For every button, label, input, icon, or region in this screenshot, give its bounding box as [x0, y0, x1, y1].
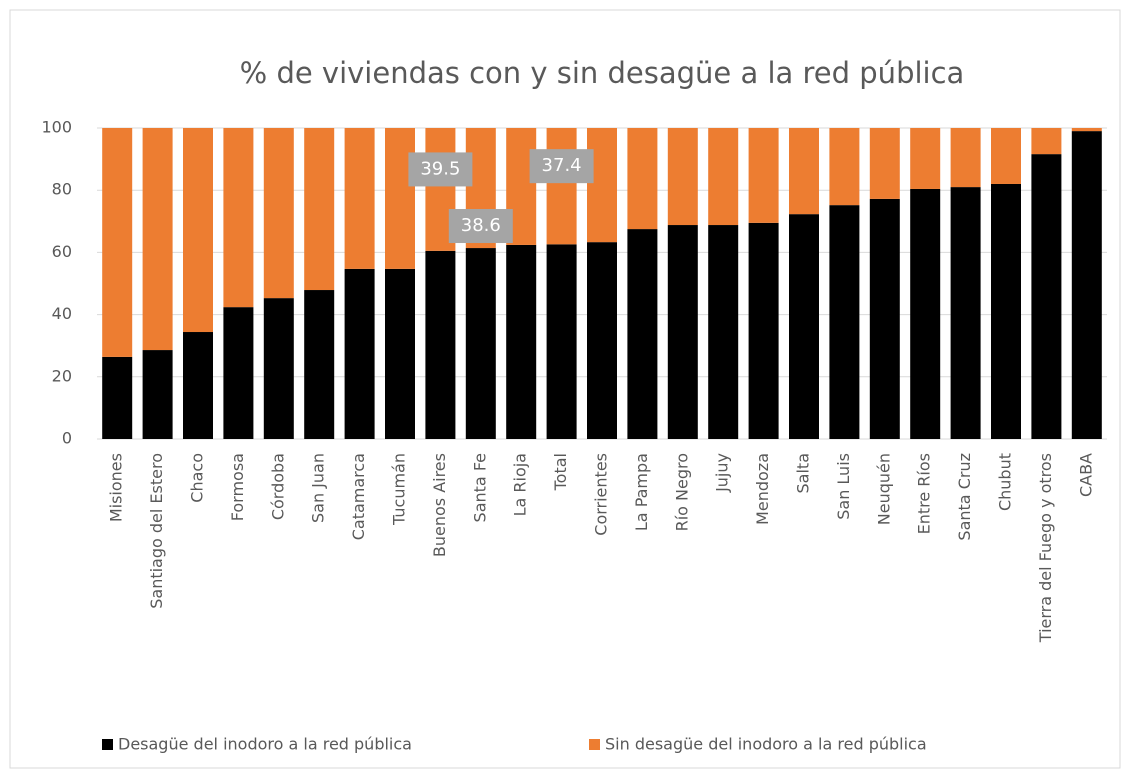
bar-segment: [910, 128, 941, 189]
bar-segment: [910, 188, 941, 439]
bar-segment: [304, 128, 335, 291]
bar-segment: [1071, 131, 1102, 440]
y-tick-label: 100: [41, 118, 72, 137]
bar-segment: [223, 307, 254, 439]
bar-segment: [627, 229, 658, 439]
x-tick-label: Entre Ríos: [915, 453, 934, 534]
bar-segment: [1031, 128, 1062, 155]
bar-segment: [748, 128, 779, 223]
x-tick-label: Jujuy: [713, 453, 732, 493]
bar-segment: [506, 244, 537, 439]
legend-swatch: [589, 739, 600, 750]
x-tick-label: La Rioja: [511, 453, 530, 516]
bar-segment: [304, 290, 335, 439]
bar-segment: [587, 242, 617, 439]
bar-segment: [263, 298, 294, 439]
bar-segment: [385, 128, 415, 269]
bar-segment: [667, 225, 698, 439]
x-tick-label: Salta: [794, 453, 813, 493]
bar-segment: [142, 128, 173, 351]
bar-segment: [869, 198, 900, 439]
bar-segment: [344, 128, 375, 269]
x-tick-label: La Pampa: [632, 453, 651, 531]
bar-segment: [789, 214, 819, 439]
x-tick-label: CABA: [1076, 453, 1095, 497]
data-label: 39.5: [420, 158, 460, 179]
bar-segment: [991, 183, 1021, 439]
x-tick-label: Tucumán: [390, 453, 409, 526]
bar-segment: [223, 128, 254, 308]
data-label-box: [529, 149, 594, 184]
y-tick-label: 80: [52, 180, 72, 199]
x-tick-label: San Luis: [834, 453, 853, 520]
x-tick-label: Misiones: [107, 453, 126, 522]
bar-segment: [869, 128, 900, 199]
x-tick-label: Total: [551, 453, 570, 491]
bar-segment: [263, 128, 294, 299]
legend-swatch: [102, 739, 113, 750]
bar-segment: [344, 268, 375, 439]
bar-segment: [546, 244, 577, 439]
bar-segment: [385, 268, 415, 439]
x-tick-label: Tierra del Fuego y otros: [1036, 453, 1055, 643]
bar-segment: [708, 128, 739, 226]
x-tick-label: Santa Fe: [470, 453, 489, 522]
bar-segment: [829, 128, 860, 206]
x-tick-label: Neuquén: [874, 453, 893, 525]
data-label: 38.6: [461, 215, 501, 236]
y-tick-label: 0: [62, 429, 72, 448]
bar-segment: [627, 128, 658, 230]
data-label-box: [408, 152, 473, 187]
x-tick-label: Corrientes: [592, 453, 611, 536]
bar-segment: [102, 356, 133, 439]
y-tick-label: 20: [52, 366, 72, 385]
x-tick-label: Chaco: [188, 453, 207, 503]
bar-segment: [1031, 154, 1062, 439]
bar-segment: [991, 128, 1021, 184]
bar-segment: [425, 250, 456, 439]
data-label-box: [448, 209, 513, 244]
bar-segment: [142, 350, 173, 439]
legend-label: Sin desagüe del inodoro a la red pública: [605, 735, 927, 754]
x-tick-label: Mendoza: [753, 453, 772, 525]
bar-segment: [546, 128, 577, 245]
legend-label: Desagüe del inodoro a la red pública: [118, 735, 412, 754]
x-tick-label: Santa Cruz: [955, 453, 974, 541]
bar-segment: [667, 128, 698, 226]
bar-segment: [1071, 128, 1102, 132]
bar-segment: [708, 225, 739, 439]
bar-segment: [465, 248, 496, 439]
bar-segment: [183, 128, 213, 333]
bar-segment: [587, 128, 617, 243]
bar-segment: [829, 205, 860, 439]
x-tick-label: Formosa: [228, 453, 247, 521]
x-tick-label: San Juan: [309, 453, 328, 523]
x-tick-label: Santiago del Estero: [147, 453, 166, 609]
x-tick-label: Catamarca: [349, 453, 368, 540]
bar-segment: [789, 128, 819, 215]
data-label: 37.4: [542, 155, 582, 176]
bar-segment: [102, 128, 133, 357]
x-tick-label: Chubut: [996, 453, 1015, 511]
bar-segment: [950, 187, 981, 439]
y-tick-label: 60: [52, 242, 72, 261]
chart-title: % de viviendas con y sin desagüe a la re…: [240, 56, 965, 90]
bar-segment: [183, 332, 213, 439]
y-tick-label: 40: [52, 304, 72, 323]
bar-segment: [950, 128, 981, 188]
bar-segment: [748, 222, 779, 439]
x-tick-label: Córdoba: [268, 453, 287, 520]
x-tick-label: Buenos Aires: [430, 453, 449, 557]
x-tick-label: Río Negro: [672, 453, 691, 531]
